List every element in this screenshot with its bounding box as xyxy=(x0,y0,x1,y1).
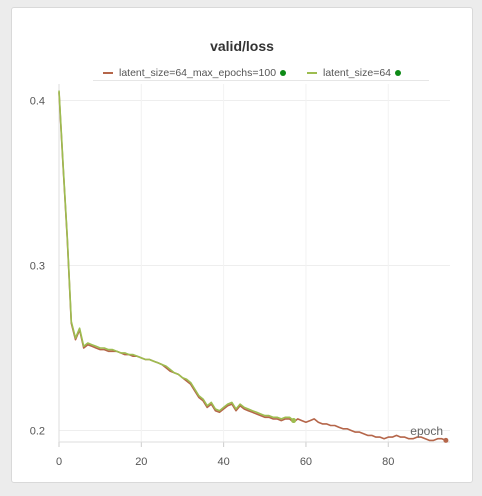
legend-label-series-2: latent_size=64 xyxy=(323,67,392,79)
legend-swatch-icon xyxy=(103,72,113,74)
y-tick-label: 0.3 xyxy=(30,260,45,272)
x-axis-label: epoch xyxy=(410,424,443,438)
chart-title: valid/loss xyxy=(210,38,274,54)
legend-swatch-icon xyxy=(307,72,317,74)
grid-lines xyxy=(58,84,450,442)
series-line-1 xyxy=(58,92,447,442)
x-tick-label: 40 xyxy=(218,456,230,468)
legend-status-dot-icon xyxy=(280,70,287,76)
series-line-2 xyxy=(58,90,295,422)
legend-status-dot-icon xyxy=(395,70,402,76)
y-tick-label: 0.2 xyxy=(30,425,45,437)
x-tick-label: 0 xyxy=(56,456,62,468)
series-end-point-1 xyxy=(443,437,449,443)
series-end-point-2 xyxy=(291,418,297,424)
x-tick-label: 20 xyxy=(135,456,147,468)
chart-panel: valid/loss latent_size=64_max_epochs=100… xyxy=(11,7,473,483)
series-lines xyxy=(58,90,449,443)
legend-item-series-2[interactable]: latent_size=64 xyxy=(307,67,402,79)
chart-legend: latent_size=64_max_epochs=100 latent_siz… xyxy=(93,64,429,81)
x-tick-label: 60 xyxy=(300,456,312,468)
legend-item-series-1[interactable]: latent_size=64_max_epochs=100 xyxy=(103,67,287,79)
legend-label-series-1: latent_size=64_max_epochs=100 xyxy=(119,67,277,79)
x-tick-label: 80 xyxy=(382,456,394,468)
axes: 0.2 0.3 0.4 0 20 40 60 80 xyxy=(30,84,450,468)
y-tick-label: 0.4 xyxy=(30,95,45,107)
